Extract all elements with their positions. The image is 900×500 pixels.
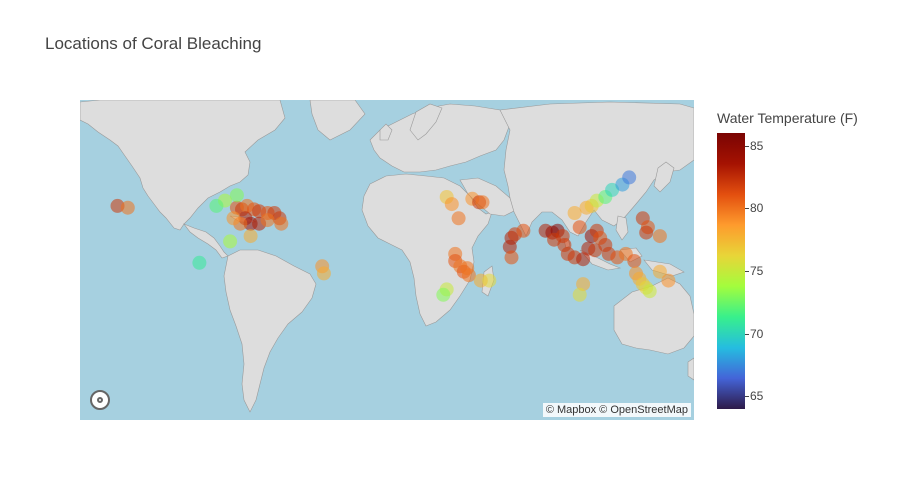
bleaching-point[interactable] — [639, 225, 654, 240]
bleaching-point[interactable] — [642, 284, 657, 299]
land-philippines — [615, 215, 629, 241]
land-greenland — [309, 100, 366, 141]
bleaching-point[interactable] — [192, 255, 207, 270]
colorbar-tick-label: 85 — [750, 138, 764, 153]
bleaching-point[interactable] — [110, 198, 125, 213]
land-australia — [613, 277, 694, 355]
bleaching-point[interactable] — [482, 273, 497, 288]
bleaching-point[interactable] — [436, 287, 451, 302]
chart-title: Locations of Coral Bleaching — [45, 34, 262, 53]
bleaching-point[interactable] — [576, 252, 591, 267]
bleaching-point[interactable] — [567, 206, 582, 220]
bleaching-point[interactable] — [120, 200, 135, 215]
map-attribution[interactable]: © Mapbox © OpenStreetMap — [542, 403, 691, 417]
bleaching-point[interactable] — [652, 229, 667, 244]
land-south-america — [223, 249, 317, 413]
mapbox-logo-icon[interactable] — [90, 390, 110, 410]
colorbar-tick-label: 75 — [750, 264, 764, 278]
land-north-america — [80, 100, 286, 231]
bleaching-point[interactable] — [652, 264, 667, 279]
colorbar-tick-mark — [745, 208, 749, 210]
map-area[interactable]: © Mapbox © OpenStreetMap — [80, 100, 694, 420]
land-uk — [379, 123, 393, 141]
land-new-zealand — [687, 357, 694, 381]
bleaching-point[interactable] — [572, 287, 587, 302]
bleaching-point[interactable] — [260, 213, 275, 228]
colorbar-tick-label: 70 — [750, 326, 764, 341]
bleaching-point[interactable] — [502, 239, 517, 254]
bleaching-point[interactable] — [226, 211, 241, 226]
bleaching-point[interactable] — [661, 273, 676, 288]
bleaching-point[interactable] — [516, 223, 531, 238]
colorbar-tick-mark — [745, 271, 749, 272]
bleaching-point[interactable] — [451, 211, 466, 226]
bleaching-point[interactable] — [316, 266, 331, 281]
colorbar-title: Water Temperature (F) — [717, 110, 858, 126]
bleaching-point[interactable] — [243, 229, 258, 244]
colorbar-tick-mark — [745, 333, 749, 335]
land-japan — [653, 161, 675, 193]
land-scandinavia — [409, 103, 443, 141]
colorbar — [717, 133, 745, 409]
world-map[interactable] — [80, 100, 694, 420]
bleaching-point[interactable] — [460, 261, 475, 276]
bleaching-point[interactable] — [605, 182, 620, 197]
bleaching-point[interactable] — [444, 197, 459, 212]
bleaching-point[interactable] — [572, 220, 587, 235]
colorbar-tick-mark — [745, 145, 749, 147]
bleaching-point[interactable] — [209, 198, 224, 213]
bleaching-points[interactable] — [110, 170, 676, 302]
bleaching-point[interactable] — [588, 243, 603, 258]
bleaching-point[interactable] — [229, 188, 244, 203]
bleaching-point[interactable] — [223, 234, 238, 249]
bleaching-point[interactable] — [274, 216, 289, 231]
land-asia — [499, 101, 694, 237]
landmasses — [80, 100, 694, 413]
bleaching-point[interactable] — [627, 254, 642, 268]
colorbar-tick-label: 80 — [750, 201, 764, 216]
bleaching-point[interactable] — [622, 170, 637, 185]
bleaching-point[interactable] — [475, 195, 490, 210]
colorbar-tick-label: 65 — [750, 389, 764, 404]
colorbar-tick-mark — [745, 396, 749, 398]
bleaching-point[interactable] — [576, 277, 591, 292]
bleaching-point[interactable] — [504, 250, 519, 265]
